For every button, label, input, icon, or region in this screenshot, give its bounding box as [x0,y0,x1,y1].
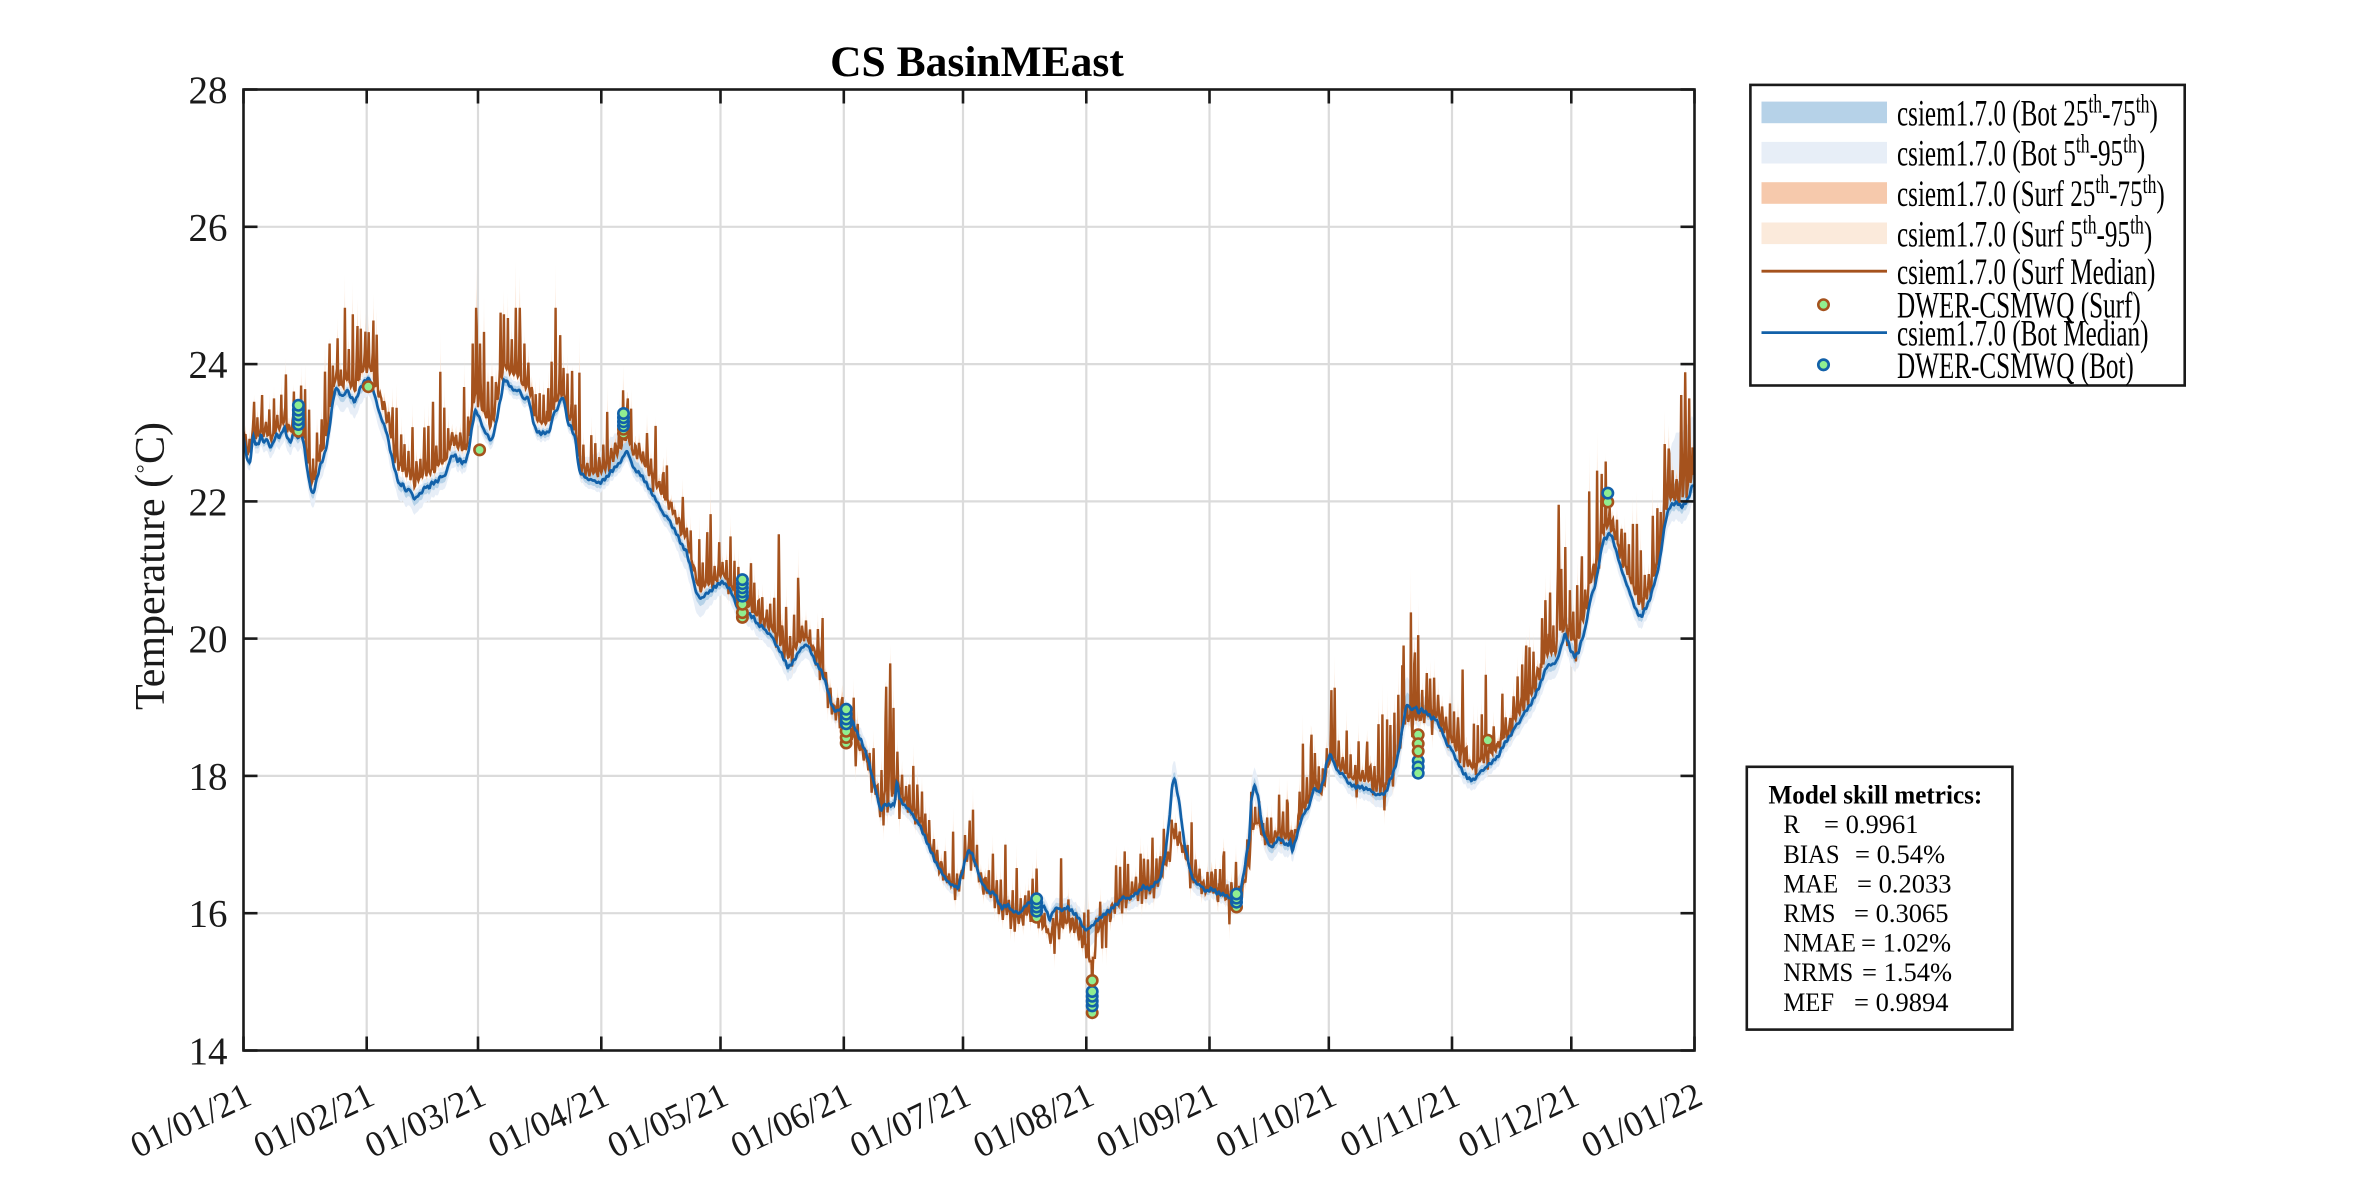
svg-text:Model skill metrics:: Model skill metrics: [1769,780,1983,810]
svg-text:DWER-CSMWQ (Surf): DWER-CSMWQ (Surf) [1897,285,2141,326]
svg-text:28: 28 [189,69,228,112]
svg-text:14: 14 [189,1030,228,1073]
svg-text:csiem1.7.0 (Surf 5th-95th): csiem1.7.0 (Surf 5th-95th) [1897,210,2152,255]
svg-text:csiem1.7.0 (Bot 25th-75th): csiem1.7.0 (Bot 25th-75th) [1897,89,2158,134]
svg-text:MAE: MAE [1783,869,1838,899]
svg-text:= 0.3065: = 0.3065 [1854,898,1948,928]
svg-text:20: 20 [189,618,228,661]
svg-text:= 0.9894: = 0.9894 [1854,987,1948,1017]
svg-text:26: 26 [189,206,228,249]
svg-text:R: R [1783,809,1800,839]
svg-text:csiem1.7.0 (Surf 25th-75th): csiem1.7.0 (Surf 25th-75th) [1897,170,2165,215]
svg-text:16: 16 [189,893,228,936]
svg-text:= 0.9961: = 0.9961 [1824,809,1918,839]
svg-text:24: 24 [189,344,228,387]
svg-text:CS BasinMEast: CS BasinMEast [830,38,1124,86]
svg-text:NRMS: NRMS [1783,957,1853,987]
svg-text:18: 18 [189,755,228,798]
svg-text:22: 22 [189,481,228,524]
svg-text:csiem1.7.0 (Surf Median): csiem1.7.0 (Surf Median) [1897,251,2155,292]
svg-text:RMS: RMS [1783,898,1835,928]
svg-text:BIAS: BIAS [1783,839,1839,869]
svg-text:= 1.54%: = 1.54% [1862,957,1952,987]
svg-text:csiem1.7.0 (Bot Median): csiem1.7.0 (Bot Median) [1897,313,2148,354]
svg-text:NMAE: NMAE [1783,928,1856,958]
svg-text:= 0.2033: = 0.2033 [1857,868,1951,898]
svg-text:DWER-CSMWQ (Bot): DWER-CSMWQ (Bot) [1897,345,2134,386]
svg-text:MEF: MEF [1783,987,1834,1017]
svg-text:csiem1.7.0 (Bot 5th-95th): csiem1.7.0 (Bot 5th-95th) [1897,129,2145,174]
svg-text:= 1.02%: = 1.02% [1861,928,1951,958]
svg-text:= 0.54%: = 0.54% [1855,839,1945,869]
